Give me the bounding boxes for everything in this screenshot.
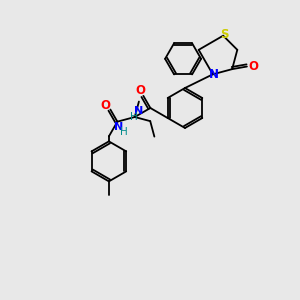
Text: H: H: [120, 127, 128, 137]
Text: H: H: [130, 112, 137, 122]
Text: N: N: [134, 106, 143, 116]
Text: S: S: [220, 28, 228, 41]
Text: O: O: [135, 84, 146, 98]
Text: N: N: [113, 122, 123, 132]
Text: N: N: [209, 68, 219, 81]
Text: O: O: [100, 99, 110, 112]
Text: O: O: [248, 60, 258, 73]
